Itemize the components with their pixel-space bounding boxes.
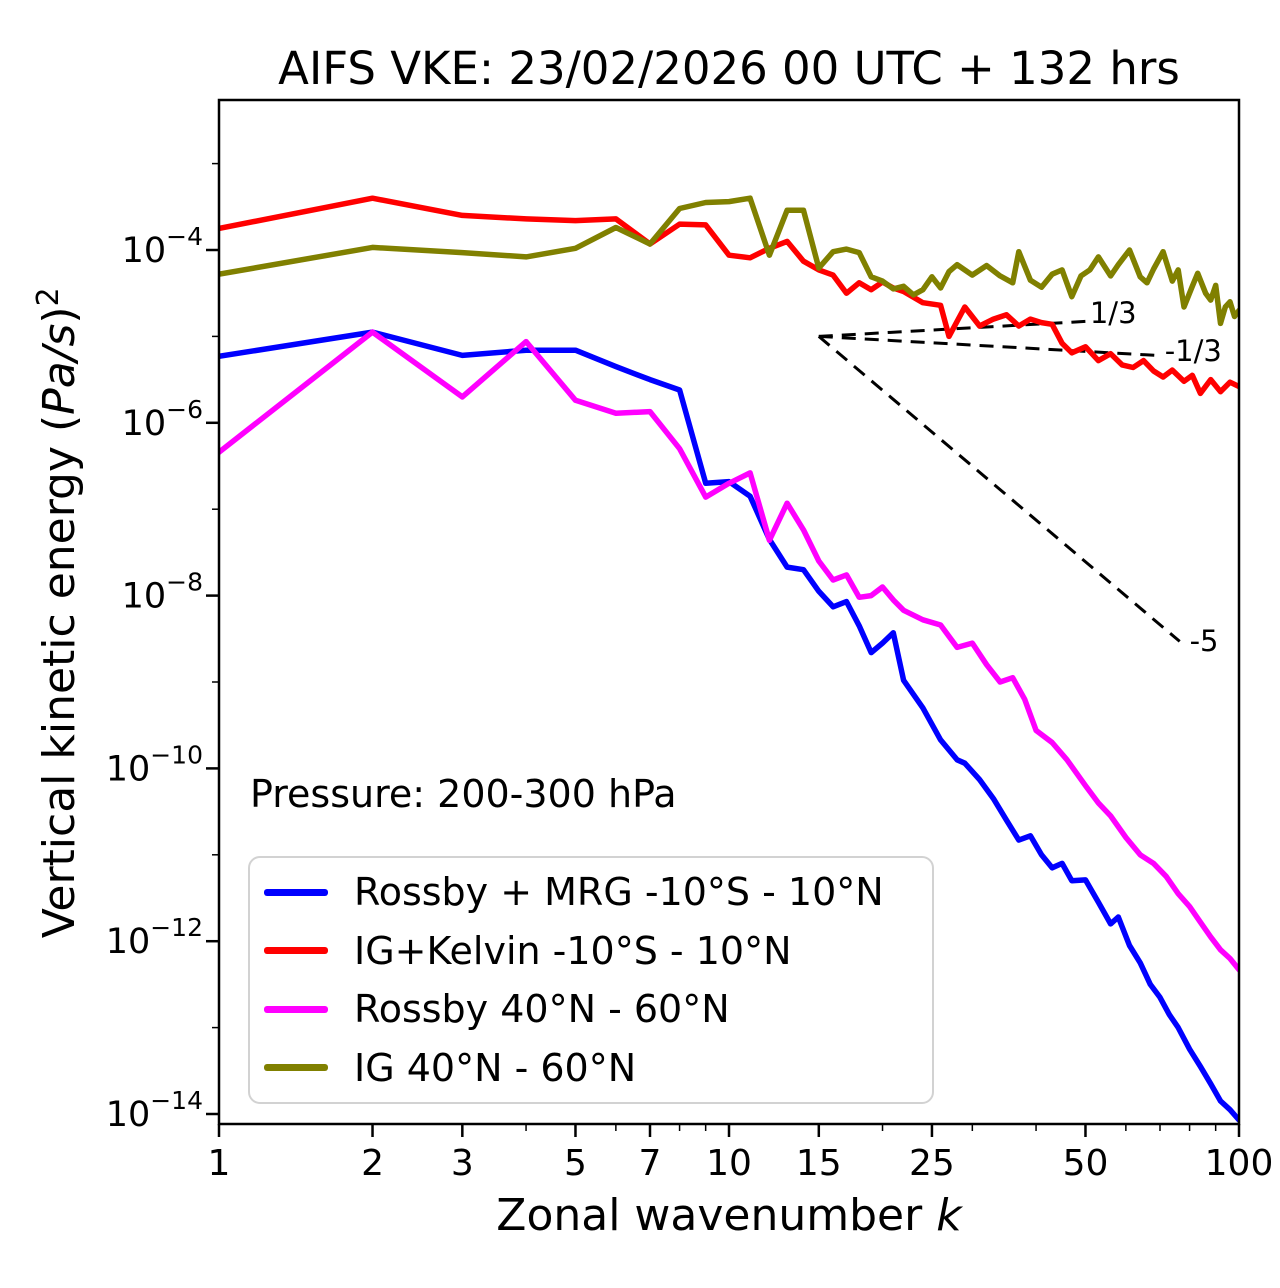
slope-annotation--5: -5	[1190, 624, 1219, 658]
reference-line-slope--5	[817, 335, 1181, 643]
y-axis-title: Vertical kinetic energy (Pa/s)2	[31, 113, 85, 1113]
reference-line-slope--1/3	[818, 334, 1164, 358]
y-axis-title-text: Vertical kinetic energy (	[33, 414, 85, 939]
legend-item-ig-kelvin-tropics: IG+Kelvin -10°S - 10°N	[250, 923, 932, 979]
x-axis-title-text: Zonal wavenumber	[496, 1190, 937, 1241]
y-tick-label: 10−6	[122, 395, 203, 444]
y-axis-ticks-group: 10−4 10−6 10−8 10−10 10−12 10−14	[106, 162, 219, 1135]
x-tick-label: 5	[564, 1143, 587, 1184]
reference-lines-group	[817, 319, 1181, 643]
legend-label: IG+Kelvin -10°S - 10°N	[354, 928, 792, 973]
y-tick-label: 10−8	[122, 568, 203, 617]
slope-annotation-1/3: 1/3	[1090, 296, 1137, 330]
legend-swatch	[264, 1064, 328, 1072]
x-tick-label: 7	[639, 1143, 662, 1184]
series-line	[219, 329, 1239, 1123]
x-tick-label: 3	[451, 1143, 474, 1184]
y-axis-title-exponent: 2	[31, 287, 67, 307]
x-tick-label: 10	[706, 1143, 752, 1184]
legend-swatch	[264, 1005, 328, 1013]
chart-title: AIFS VKE: 23/02/2026 00 UTC + 132 hrs	[278, 42, 1180, 95]
legend-label: IG 40°N - 60°N	[354, 1045, 637, 1090]
y-axis-variable: Pa/s	[33, 323, 85, 415]
x-tick-label: 2	[361, 1143, 384, 1184]
legend-swatch	[264, 947, 328, 955]
legend-box: Rossby + MRG -10°S - 10°N IG+Kelvin -10°…	[248, 856, 934, 1104]
legend-label: Rossby 40°N - 60°N	[354, 987, 730, 1032]
legend-swatch	[264, 888, 328, 896]
y-tick-label: 10−10	[106, 740, 203, 789]
series-line	[219, 329, 1239, 973]
y-tick-label: 10−14	[106, 1086, 203, 1135]
legend-item-ig-midlat: IG 40°N - 60°N	[250, 1040, 932, 1096]
x-tick-label: 15	[796, 1143, 842, 1184]
x-axis-title: Zonal wavenumber k	[219, 1190, 1239, 1241]
x-tick-label: 50	[1063, 1143, 1109, 1184]
legend-item-rossby-mrg-tropics: Rossby + MRG -10°S - 10°N	[250, 864, 932, 920]
legend-label: Rossby + MRG -10°S - 10°N	[354, 870, 884, 915]
x-tick-label: 100	[1205, 1143, 1274, 1184]
slope-annotation--1/3: -1/3	[1165, 334, 1222, 368]
x-axis-variable: k	[936, 1190, 962, 1241]
series-line	[219, 195, 1239, 327]
series-group	[219, 195, 1239, 1123]
y-tick-label: 10−12	[106, 913, 203, 962]
y-tick-label: 10−4	[122, 222, 203, 271]
x-tick-label: 1	[208, 1143, 231, 1184]
x-axis-ticks-group: 1 2 3 5 7 10 15 25 50 100	[208, 1124, 1274, 1184]
y-axis-title-close: )	[33, 306, 85, 324]
series-line	[219, 195, 1239, 397]
pressure-level-label: Pressure: 200-300 hPa	[250, 772, 677, 816]
legend-item-rossby-midlat: Rossby 40°N - 60°N	[250, 981, 932, 1037]
x-tick-label: 25	[909, 1143, 955, 1184]
